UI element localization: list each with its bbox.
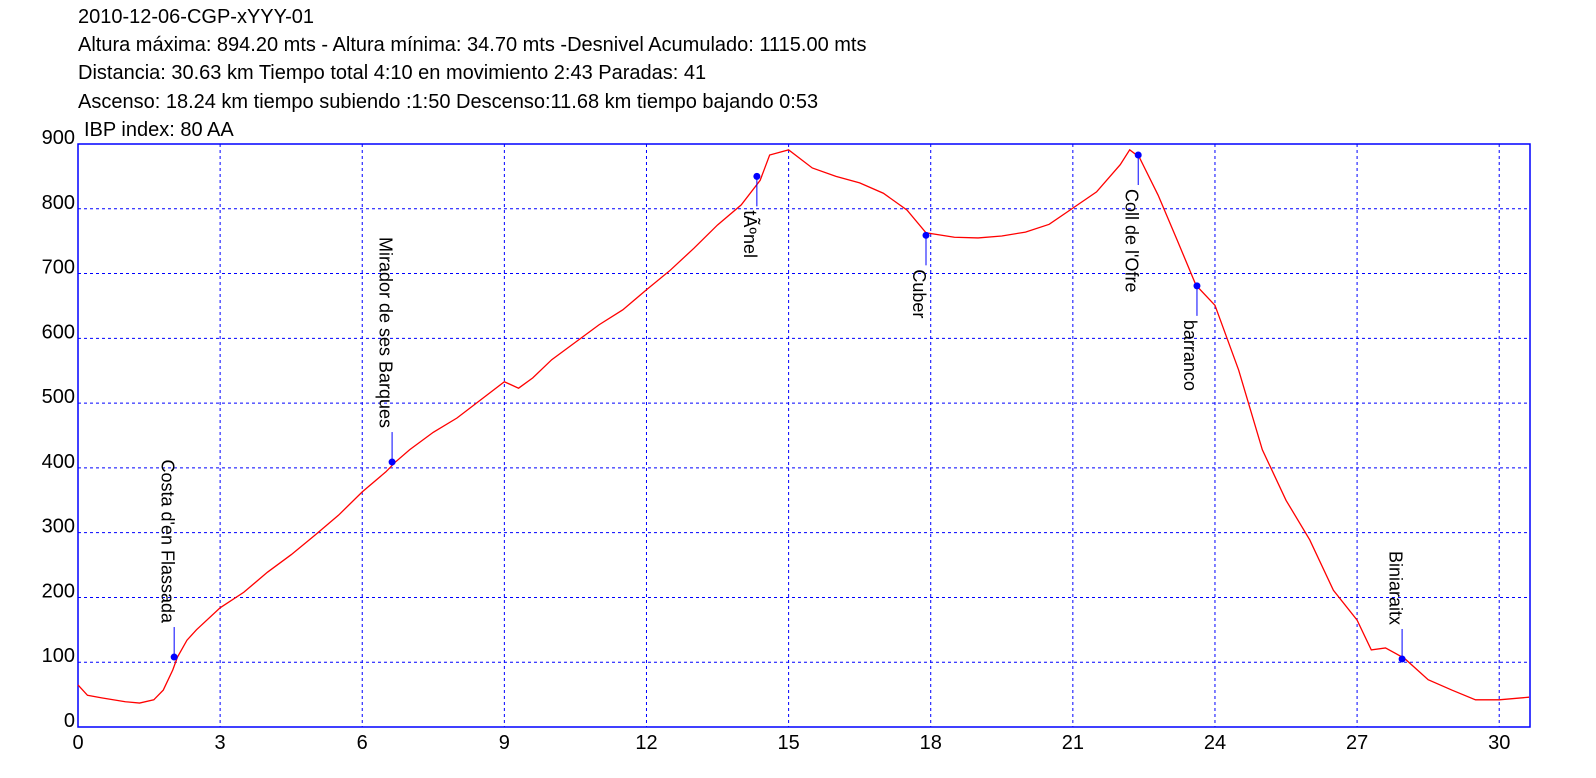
waypoint-marker <box>753 172 761 180</box>
x-tick-label: 12 <box>635 732 657 754</box>
waypoint-label: Biniaraitx <box>1385 551 1405 625</box>
waypoint-label: barranco <box>1180 320 1200 391</box>
waypoint-label: Costa d'en Flassada <box>157 460 177 625</box>
waypoint-marker <box>170 653 178 661</box>
waypoint-label: Mirador de ses Barques <box>375 237 395 428</box>
chart-title: 2010-12-06-CGP-xYYY-01 <box>78 6 314 28</box>
elevation-line <box>77 148 1530 704</box>
x-tick-label: 21 <box>1062 732 1084 754</box>
y-tick-label: 400 <box>42 451 75 473</box>
waypoint-marker <box>922 231 930 239</box>
y-tick-label: 900 <box>42 127 75 149</box>
x-tick-label: 0 <box>72 732 83 754</box>
x-tick-label: 3 <box>215 732 226 754</box>
x-tick-label: 30 <box>1488 732 1510 754</box>
y-tick-label: 700 <box>42 257 75 279</box>
chart-subtitle: Ascenso: 18.24 km tiempo subiendo :1:50 … <box>78 91 818 113</box>
x-tick-label: 24 <box>1204 732 1226 754</box>
y-tick-label: 800 <box>42 192 75 214</box>
x-tick-label: 9 <box>499 732 510 754</box>
chart-subtitle: Distancia: 30.63 km Tiempo total 4:10 en… <box>78 62 706 84</box>
x-tick-label: 18 <box>920 732 942 754</box>
waypoint-label: tÃºnel <box>740 210 761 258</box>
waypoint-marker <box>1193 282 1201 290</box>
y-tick-label: 300 <box>42 516 75 538</box>
y-tick-label: 600 <box>42 321 75 343</box>
x-tick-label: 6 <box>357 732 368 754</box>
x-tick-label: 27 <box>1346 732 1368 754</box>
waypoint-marker <box>1134 151 1142 159</box>
chart-subtitle: IBP index: 80 AA <box>84 119 234 141</box>
y-tick-label: 200 <box>42 580 75 602</box>
waypoint-label: Cuber <box>909 269 929 318</box>
y-tick-label: 500 <box>42 386 75 408</box>
x-tick-label: 15 <box>777 732 799 754</box>
chart-subtitle: Altura máxima: 894.20 mts - Altura mínim… <box>78 34 867 56</box>
plot-frame <box>77 143 1531 728</box>
y-tick-label: 100 <box>42 645 75 667</box>
y-tick-label: 0 <box>64 710 75 732</box>
waypoint-marker <box>1398 655 1406 663</box>
waypoint-label: Coll de l'Ofre <box>1121 189 1141 292</box>
waypoint-marker <box>388 458 396 466</box>
